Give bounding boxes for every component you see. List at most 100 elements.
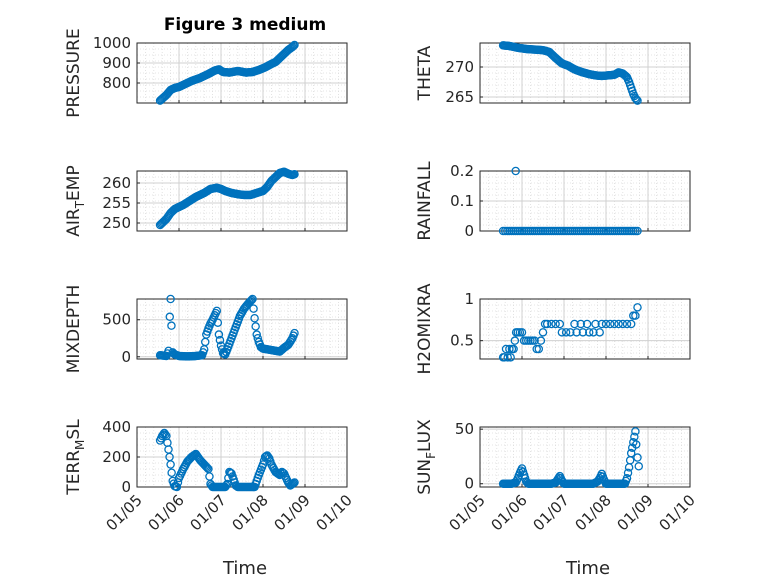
- axes-box: [136, 298, 348, 360]
- x-tick-label: 01/10: [656, 491, 699, 534]
- y-tick-label: 0: [464, 475, 474, 493]
- data-point: [166, 294, 175, 304]
- x-tick-label: 01/07: [530, 491, 573, 534]
- y-tick-label: 0: [121, 348, 131, 366]
- data-point: [212, 306, 222, 316]
- data-point: [290, 40, 299, 50]
- data-point: [166, 460, 175, 469]
- data-point: [555, 319, 565, 329]
- y-tick-label: 200: [102, 448, 131, 466]
- y-tick-label: 0: [121, 478, 131, 496]
- y-tick-label: 265: [445, 88, 474, 106]
- data-point: [251, 322, 260, 331]
- y-tick-label: 900: [102, 54, 131, 72]
- data-point: [610, 319, 619, 329]
- data-point: [249, 304, 258, 313]
- data-series: [498, 427, 644, 488]
- y-tick-label: 0.1: [450, 192, 474, 210]
- subplot-5: 0 500 MIXDEPTH: [64, 285, 348, 374]
- x-tick-label: 01/10: [313, 491, 356, 534]
- y-axis-label: H2OMIXRA: [415, 283, 435, 374]
- data-point: [589, 328, 598, 337]
- data-series: [498, 166, 642, 236]
- data-point: [289, 41, 298, 51]
- data-point: [530, 336, 539, 345]
- y-axis-label: TERRMSL: [64, 419, 87, 496]
- data-point: [572, 328, 581, 337]
- x-tick-label: 01/05: [446, 491, 489, 534]
- data-point: [505, 344, 514, 354]
- data-point: [542, 319, 552, 329]
- data-point: [290, 328, 299, 338]
- x-tick-label: 01/08: [572, 491, 615, 534]
- data-point: [551, 319, 560, 329]
- data-point: [584, 328, 594, 337]
- x-axis-label-right: Time: [565, 558, 610, 579]
- subplot-1: 800 900 1000 PRESSURE: [64, 28, 348, 118]
- data-point: [576, 319, 586, 329]
- data-point: [614, 319, 623, 329]
- axes-box: [136, 170, 348, 232]
- figure-title: Figure 3 medium: [164, 15, 326, 35]
- data-point: [172, 482, 182, 492]
- data-point: [595, 328, 604, 337]
- y-axis-label: PRESSURE: [64, 28, 84, 117]
- data-point: [601, 319, 611, 329]
- y-axis-label: AIRTEMP: [64, 165, 87, 236]
- data-point: [510, 336, 520, 345]
- data-point: [618, 319, 628, 329]
- y-tick-label: 500: [102, 311, 131, 329]
- data-point: [631, 440, 641, 449]
- data-point: [597, 319, 607, 329]
- y-axis-label: THETA: [415, 45, 435, 101]
- data-point: [246, 296, 255, 306]
- x-tick-label: 01/05: [103, 491, 146, 534]
- data-point: [561, 328, 571, 337]
- data-point: [631, 311, 640, 320]
- data-point: [631, 93, 640, 103]
- data-point: [632, 95, 641, 104]
- data-point: [500, 353, 509, 362]
- y-tick-label: 400: [102, 418, 131, 436]
- axes-box: [479, 42, 691, 104]
- data-point: [263, 452, 273, 462]
- data-point: [622, 319, 632, 329]
- data-point: [202, 462, 211, 471]
- data-series: [155, 294, 299, 361]
- y-tick-label: 0.5: [450, 332, 474, 350]
- data-point: [578, 328, 588, 337]
- data-point: [557, 328, 567, 337]
- y-tick-label: 255: [102, 194, 131, 212]
- data-series: [155, 428, 299, 492]
- data-series: [155, 167, 299, 230]
- data-series: [498, 303, 642, 362]
- x-tick-label: 01/07: [187, 491, 230, 534]
- data-point: [287, 335, 296, 345]
- y-axis-label: MIXDEPTH: [64, 285, 84, 374]
- data-point: [626, 319, 636, 329]
- data-point: [167, 321, 176, 330]
- data-point: [290, 478, 299, 487]
- data-point: [288, 42, 297, 52]
- data-point: [258, 460, 268, 469]
- data-point: [633, 226, 642, 236]
- y-tick-label: 0: [464, 222, 474, 240]
- axes-box: [136, 42, 348, 104]
- data-point: [626, 448, 636, 458]
- data-point: [547, 319, 556, 329]
- data-point: [221, 481, 231, 490]
- data-point: [252, 330, 261, 339]
- data-point: [164, 346, 173, 356]
- subplot-6: 0.5 1 H2OMIXRA: [415, 283, 691, 375]
- y-axis-label: SUNFLUX: [415, 419, 438, 495]
- x-tick-label: 01/06: [145, 491, 188, 534]
- y-axis-label: RAINFALL: [415, 161, 435, 241]
- x-tick-label: 01/09: [271, 491, 314, 534]
- data-point: [214, 330, 224, 339]
- data-point: [566, 328, 575, 337]
- data-series: [155, 40, 299, 105]
- data-point: [623, 468, 633, 478]
